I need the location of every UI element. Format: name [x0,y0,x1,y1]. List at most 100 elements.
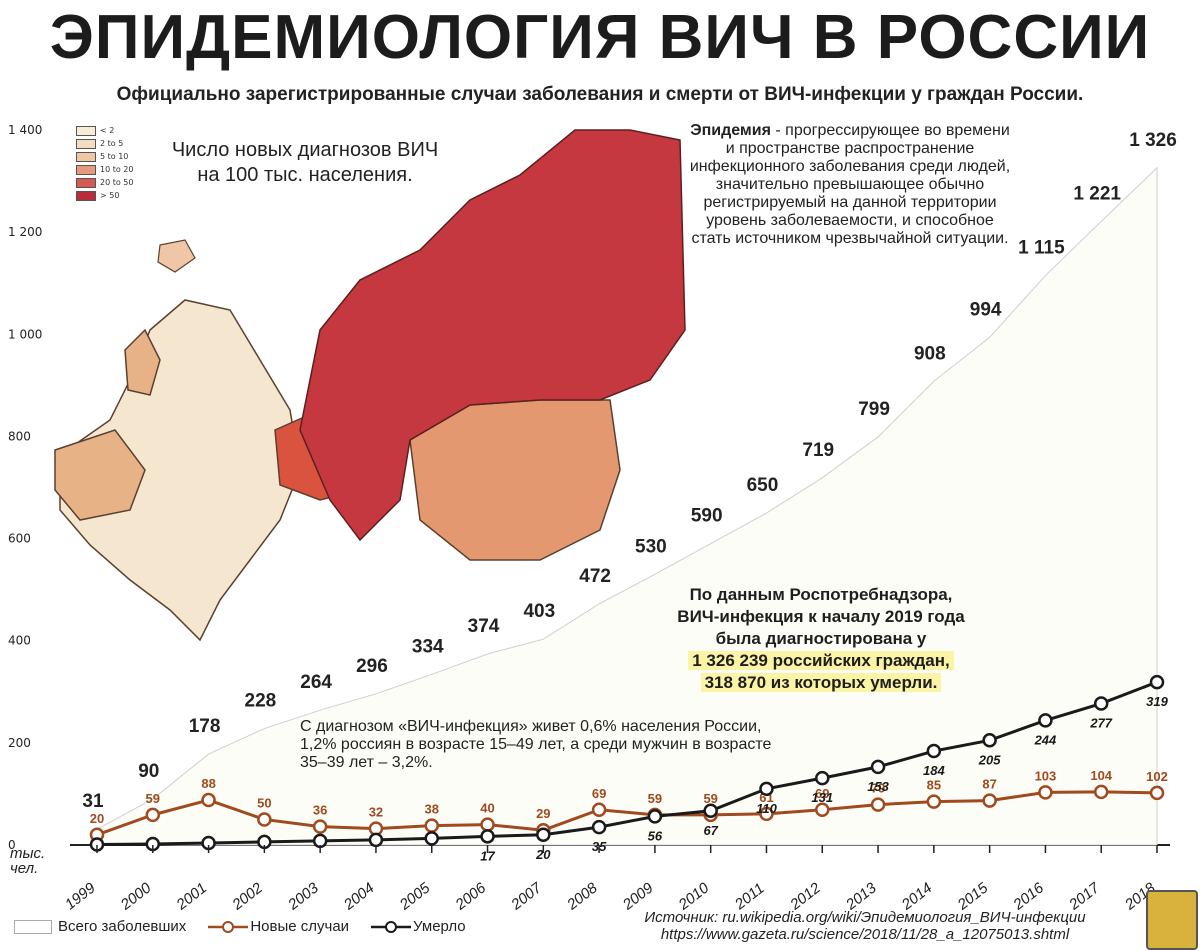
map-legend-swatch [76,138,96,149]
total-data-label: 374 [468,616,500,637]
total-data-label: 178 [189,716,221,737]
map-legend-item: 5 to 10 [76,150,133,163]
series-data-label: 110 [756,801,777,816]
map-legend: < 2 2 to 5 5 to 10 10 to 20 20 to 50 > 50 [76,124,133,202]
series-data-label: 38 [425,802,439,817]
series-point [926,743,942,759]
map-russia [299,129,686,542]
series-point [759,806,774,822]
series-data-label: 40 [480,801,494,816]
legend-new-label: Новые случаи [250,918,350,935]
series-point [870,797,886,812]
total-data-label: 1 221 [1073,183,1121,204]
x-tick-label: 2001 [173,879,211,914]
total-data-label: 296 [356,656,388,677]
series-data-label: 104 [1090,768,1112,783]
y-tick-label: 1 200 [8,225,42,239]
series-point [870,759,886,775]
series-data-label: 20 [535,847,551,862]
x-axis: 1999 2000 2001 2002 2003 2004 2005 2006 2007 2008… [62,845,1159,914]
series-line [96,680,1158,846]
source-line1: Источник: ru.wikipedia.org/wiki/Эпидемио… [644,909,1086,926]
total-data-label: 334 [412,636,444,657]
x-tick-label: 2007 [507,879,545,914]
total-data-label: 90 [138,761,159,782]
series-point [647,809,663,824]
total-data-label: 264 [300,672,332,693]
x-tick-label: 1999 [62,879,99,913]
series-data-label: 131 [811,790,833,805]
map-legend-label: < 2 [100,126,115,135]
series-point [1149,785,1165,801]
series-data-label: 20 [90,811,104,826]
y-tick-label: 600 [8,532,31,546]
map-legend-swatch [76,190,96,201]
map-legend-swatch [76,125,96,136]
publisher-logo [1146,890,1198,950]
map-legend-label: > 50 [100,191,120,200]
x-tick-label: 2002 [228,879,266,914]
legend-item-died: Умерло [369,918,466,935]
source-note: Источник: ru.wikipedia.org/wiki/Эпидемио… [600,909,1130,943]
total-data-label: 228 [245,691,277,712]
x-tick-label: 2003 [284,879,322,914]
map-legend-swatch [76,164,96,175]
series-data-label: 69 [592,786,606,801]
map-legend-label: 20 to 50 [100,178,134,187]
total-data-label: 590 [691,506,723,527]
legend-item-new: Новые случаи [206,918,349,935]
y-tick-label: 200 [8,736,31,750]
series-point [257,812,272,827]
series-point [591,819,607,835]
legend-new-swatch [208,920,249,933]
map-legend-swatch [76,151,96,162]
series-point [536,827,551,843]
unit-label-line2: чел. [10,860,39,877]
map-legend-label: 2 to 5 [100,139,124,148]
series-point [982,733,997,748]
legend-total-label: Всего заболевших [58,918,187,935]
series-data-label: 319 [1146,694,1168,709]
map-legend-item: > 50 [76,189,133,202]
series-point [480,829,495,844]
series-data-label: 103 [1035,768,1057,783]
y-tick-label: 400 [8,634,31,648]
legend-item-total: Всего заболевших [14,918,186,935]
y-tick-label: 800 [8,429,31,443]
series-data-label: 50 [257,795,271,810]
series-point [1093,784,1109,800]
series-data-label: 153 [867,779,889,794]
rospo-line4: 1 326 239 российских граждан, [688,651,954,670]
map-iceland [157,239,196,273]
series-point [1038,713,1053,728]
total-data-label: 994 [970,299,1002,320]
map-title: Число новых диагнозов ВИЧ на 100 тыс. на… [140,138,470,188]
europe-map [54,129,686,642]
rospo-line2: ВИЧ-инфекция к началу 2019 года [677,607,965,626]
rospo-line1: По данным Роспотребнадзора, [689,585,953,604]
x-tick-label: 2006 [452,879,490,914]
map-legend-item: 2 to 5 [76,137,133,150]
total-data-label: 799 [858,399,890,420]
series-data-label: 87 [982,777,996,792]
total-data-label: 719 [802,440,834,461]
total-data-label: 1 115 [1018,238,1065,259]
series-point [759,781,774,797]
series-line [96,790,1158,837]
total-data-label: 650 [747,475,779,496]
series-data-label: 277 [1089,716,1112,731]
legend-died-label: Умерло [413,918,466,935]
epidemic-definition: Эпидемия - прогрессирующее во времени и … [685,122,1015,248]
x-tick-label: 2005 [396,879,434,914]
map-legend-swatch [76,177,96,188]
rospo-line3: была диагностирована у [715,629,927,648]
series-point [480,817,495,832]
total-data-label: 908 [914,343,946,364]
rospotrebnadzor-note: По данным Роспотребнадзора, ВИЧ-инфекция… [636,584,1006,694]
total-data-label: 31 [82,791,104,812]
series-point [201,792,216,808]
map-legend-item: 20 to 50 [76,176,133,189]
series-data-label: 69 [815,786,829,801]
